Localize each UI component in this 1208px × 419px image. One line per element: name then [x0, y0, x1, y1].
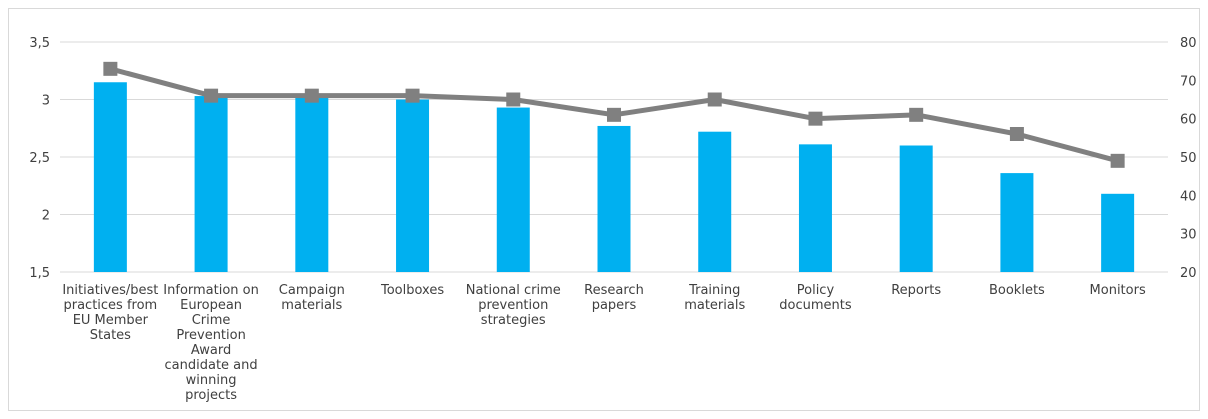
left-axis-tick-label: 1,5: [29, 266, 50, 281]
right-axis-tick-label: 70: [1180, 74, 1197, 89]
right-axis-tick-label: 50: [1180, 151, 1197, 166]
bar: [496, 107, 530, 272]
line-point: [304, 88, 319, 103]
category-label: Policy documents: [779, 283, 852, 313]
left-axis-tick-label: 3: [42, 94, 50, 109]
bar: [396, 99, 430, 272]
line-point: [405, 88, 420, 103]
category-label: Training materials: [684, 283, 745, 313]
right-axis-ticks: 20 30 40 50 60 70 80: [1180, 36, 1197, 281]
line-series: [103, 61, 1125, 168]
category-label: National crime prevention strategies: [466, 283, 561, 328]
bar: [194, 96, 228, 272]
bar: [597, 125, 631, 272]
right-axis-tick-label: 60: [1180, 113, 1197, 128]
bar: [1101, 193, 1135, 272]
line-point: [707, 92, 722, 107]
bar: [295, 97, 329, 272]
category-label: Campaign materials: [279, 283, 345, 313]
category-label: Research papers: [584, 283, 644, 313]
left-axis-tick-label: 3,5: [29, 36, 50, 51]
line-point: [1110, 153, 1125, 168]
line-point: [607, 107, 621, 122]
category-label: Toolboxes: [380, 283, 444, 298]
bar: [798, 144, 832, 272]
category-label: Booklets: [989, 283, 1045, 298]
category-label: Reports: [891, 283, 941, 298]
line-point: [909, 107, 924, 122]
right-axis-tick-label: 30: [1180, 228, 1197, 243]
category-label: Initiatives/best practices from EU Member S…: [62, 283, 158, 343]
bar: [1000, 173, 1034, 272]
line-point: [204, 88, 219, 103]
line-point: [506, 92, 521, 107]
left-axis-tick-label: 2,5: [29, 151, 50, 166]
line-point: [103, 61, 118, 76]
bar: [899, 145, 933, 272]
line-point: [1009, 127, 1024, 141]
left-axis-tick-label: 2: [42, 209, 50, 224]
left-axis-ticks: 1,5 2 2,5 3 3,5: [29, 36, 50, 281]
category-label: Information on European Crime Prevention Awa…: [163, 283, 259, 403]
bar-series: [93, 82, 1135, 272]
right-axis-tick-label: 80: [1180, 36, 1197, 51]
bar: [698, 131, 732, 272]
line-point: [808, 111, 823, 126]
right-axis-tick-label: 40: [1180, 189, 1197, 204]
category-label: Monitors: [1090, 283, 1146, 298]
bar: [93, 82, 127, 272]
right-axis-tick-label: 20: [1180, 266, 1197, 281]
category-labels: Initiatives/best practices from EU Member S…: [62, 283, 1146, 403]
